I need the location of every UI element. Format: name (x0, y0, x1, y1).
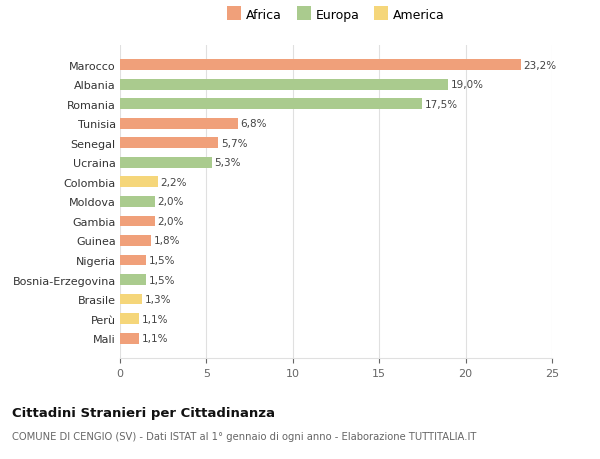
Bar (120, 216, 155, 227)
Legend: Africa, Europa, America: Africa, Europa, America (222, 4, 450, 27)
Bar (120, 177, 158, 188)
Bar (120, 255, 146, 266)
Text: 1,5%: 1,5% (149, 256, 175, 265)
Text: 19,0%: 19,0% (451, 80, 484, 90)
Text: COMUNE DI CENGIO (SV) - Dati ISTAT al 1° gennaio di ogni anno - Elaborazione TUT: COMUNE DI CENGIO (SV) - Dati ISTAT al 1°… (12, 431, 476, 442)
Text: 1,3%: 1,3% (145, 295, 172, 304)
Text: 1,1%: 1,1% (142, 314, 168, 324)
Text: 1,1%: 1,1% (142, 334, 168, 343)
Bar (120, 60, 521, 71)
Text: 6,8%: 6,8% (240, 119, 266, 129)
Text: 5,7%: 5,7% (221, 139, 248, 148)
Text: 2,0%: 2,0% (157, 197, 184, 207)
Bar (120, 196, 155, 207)
Text: 23,2%: 23,2% (523, 61, 557, 70)
Bar (120, 157, 212, 168)
Bar (120, 333, 139, 344)
Text: Cittadini Stranieri per Cittadinanza: Cittadini Stranieri per Cittadinanza (12, 406, 275, 419)
Text: 5,3%: 5,3% (214, 158, 241, 168)
Bar (120, 118, 238, 129)
Bar (120, 79, 448, 90)
Bar (120, 274, 146, 285)
Text: 1,8%: 1,8% (154, 236, 180, 246)
Bar (120, 313, 139, 325)
Text: 2,2%: 2,2% (161, 178, 187, 187)
Bar (120, 235, 151, 246)
Bar (120, 99, 422, 110)
Bar (120, 294, 142, 305)
Text: 17,5%: 17,5% (425, 100, 458, 109)
Bar (120, 138, 218, 149)
Text: 1,5%: 1,5% (149, 275, 175, 285)
Text: 2,0%: 2,0% (157, 217, 184, 226)
